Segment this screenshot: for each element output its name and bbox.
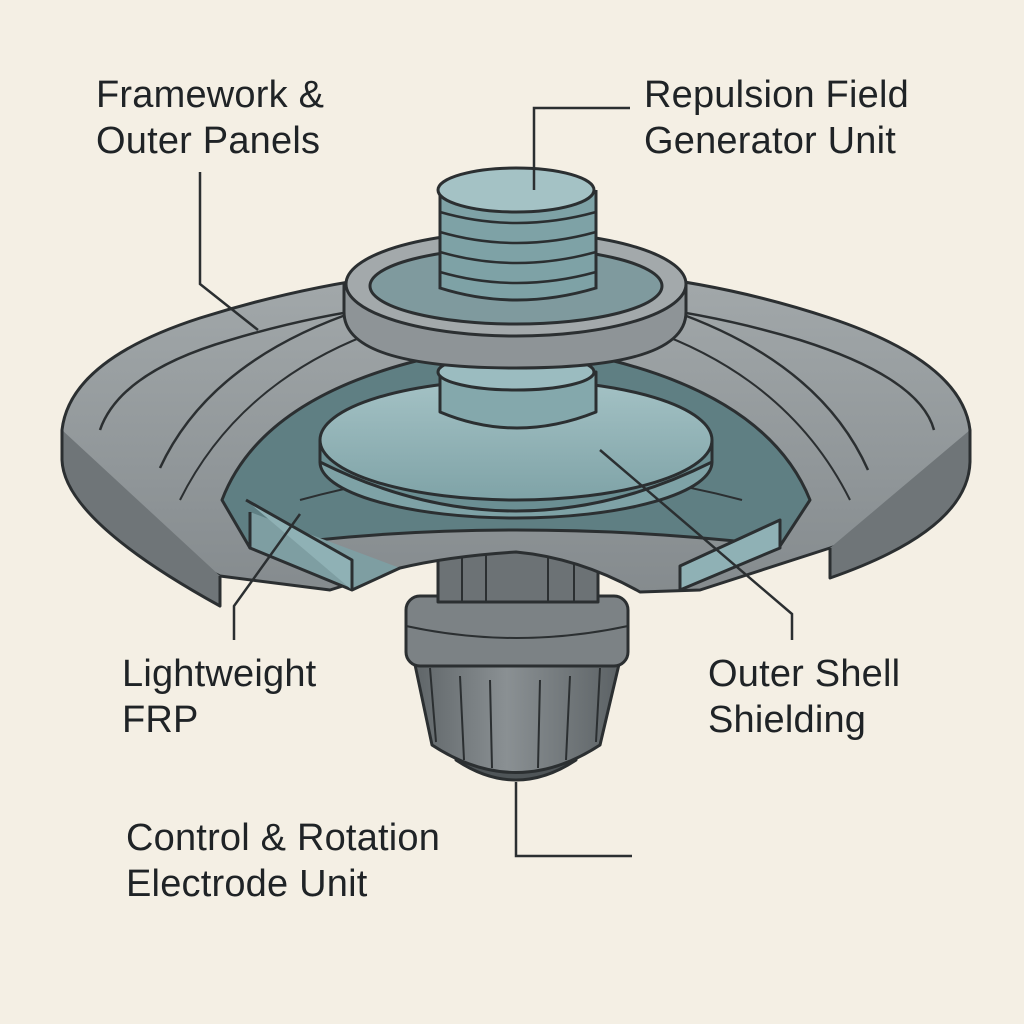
label-line: Outer Panels <box>96 120 321 162</box>
generator-coil <box>436 166 598 302</box>
leader-frp <box>232 513 302 640</box>
label-line: Outer Shell <box>708 653 901 695</box>
label-line: FRP <box>122 699 199 741</box>
electrode-hub <box>404 550 630 782</box>
label-framework-outer-panels: Framework & Outer Panels <box>96 72 324 164</box>
label-repulsion-field-generator: Repulsion Field Generator Unit <box>644 72 909 164</box>
leader-lines <box>198 106 794 858</box>
label-line: Shielding <box>708 699 867 741</box>
label-line: Repulsion Field <box>644 74 909 116</box>
leader-control <box>514 782 632 858</box>
label-line: Lightweight <box>122 653 317 695</box>
label-lightweight-frp: Lightweight FRP <box>122 651 316 743</box>
label-line: Electrode Unit <box>126 863 368 905</box>
label-line: Control & Rotation <box>126 817 441 859</box>
label-outer-shell-shielding: Outer Shell Shielding <box>708 651 900 743</box>
leader-repulsion <box>532 106 630 190</box>
label-line: Generator Unit <box>644 120 897 162</box>
leader-framework <box>198 172 259 331</box>
label-control-rotation-electrode: Control & Rotation Electrode Unit <box>126 815 440 907</box>
leader-shell <box>599 449 794 640</box>
label-line: Framework & <box>96 74 325 116</box>
